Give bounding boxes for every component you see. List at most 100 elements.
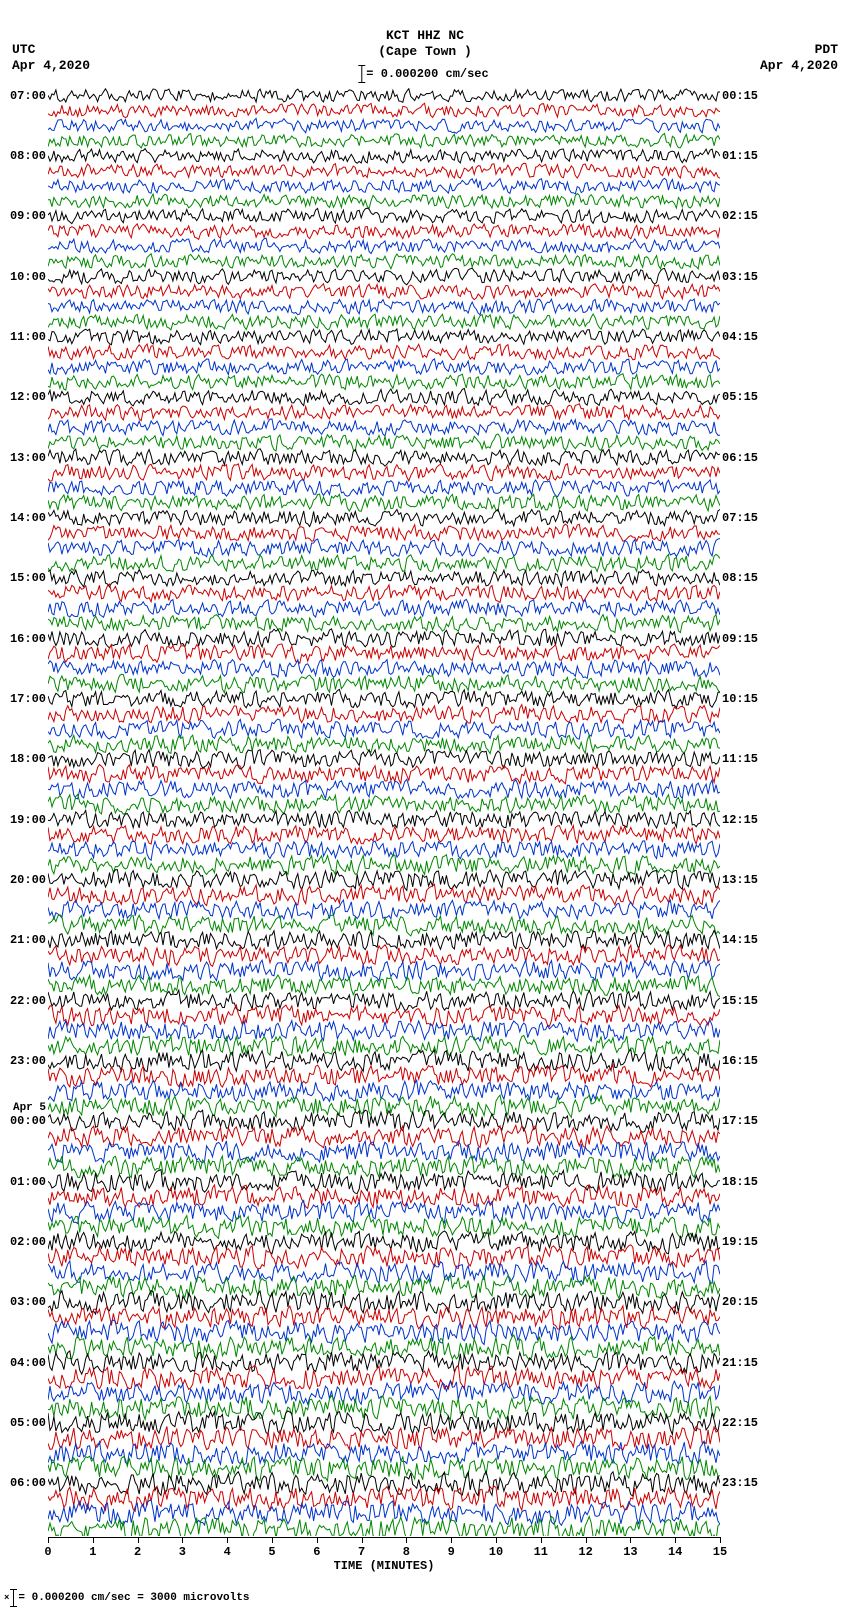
time-label-text: 11:00 xyxy=(10,330,46,344)
time-label-text: 03:15 xyxy=(722,270,758,284)
trace-line xyxy=(48,870,720,891)
time-label-text: 20:15 xyxy=(722,1295,758,1309)
trace-line xyxy=(48,826,720,845)
trace-line xyxy=(48,570,720,588)
x-tick-label: 8 xyxy=(403,1545,410,1559)
tz-left-date: Apr 4,2020 xyxy=(12,58,90,74)
x-tick xyxy=(451,1537,452,1543)
time-label: 05:00 xyxy=(0,1417,46,1429)
footer-prefix: × xyxy=(4,1593,9,1603)
x-tick xyxy=(630,1537,631,1543)
trace-line xyxy=(48,1500,720,1525)
time-label: 22:15 xyxy=(722,1417,768,1429)
trace-line xyxy=(48,705,720,724)
x-axis-baseline xyxy=(48,1537,720,1538)
x-axis-title: TIME (MINUTES) xyxy=(334,1559,435,1573)
time-label-text: 19:00 xyxy=(10,813,46,827)
time-label: 18:15 xyxy=(722,1176,768,1188)
time-label-text: 16:00 xyxy=(10,632,46,646)
trace-line xyxy=(48,1486,720,1511)
trace-line xyxy=(48,404,720,421)
time-label: 01:15 xyxy=(722,150,768,162)
time-label: 15:00 xyxy=(0,572,46,584)
time-label: 13:00 xyxy=(0,452,46,464)
trace-line xyxy=(48,539,720,557)
time-label: 10:00 xyxy=(0,271,46,283)
day-marker: Apr 5 xyxy=(0,1103,46,1114)
trace-line xyxy=(48,449,720,467)
time-label: 08:00 xyxy=(0,150,46,162)
time-label-text: 05:00 xyxy=(10,1416,46,1430)
time-label-text: 03:00 xyxy=(10,1295,46,1309)
x-tick xyxy=(406,1537,407,1543)
trace-line xyxy=(48,434,720,451)
trace-line xyxy=(48,1215,720,1239)
time-label-text: 19:15 xyxy=(722,1235,758,1249)
scale-bar-icon xyxy=(13,1589,14,1607)
time-label: 22:00 xyxy=(0,995,46,1007)
time-label-text: 23:00 xyxy=(10,1054,46,1068)
trace-line xyxy=(48,1080,720,1101)
time-label: 20:00 xyxy=(0,874,46,886)
x-tick-label: 4 xyxy=(224,1545,231,1559)
trace-line xyxy=(48,1517,720,1537)
time-label: 11:00 xyxy=(0,331,46,343)
trace-line xyxy=(48,194,720,209)
time-label-text: 10:00 xyxy=(10,270,46,284)
x-tick-label: 15 xyxy=(713,1545,727,1559)
header: KCT HHZ NC (Cape Town ) UTC Apr 4,2020 P… xyxy=(0,0,850,80)
time-label: 13:15 xyxy=(722,874,768,886)
x-axis: TIME (MINUTES) 0123456789101112131415 xyxy=(48,1537,720,1577)
scale-bar-icon xyxy=(361,65,362,83)
time-label: 18:00 xyxy=(0,753,46,765)
x-tick xyxy=(720,1537,721,1543)
time-label: 23:15 xyxy=(722,1477,768,1489)
time-label: 14:00 xyxy=(0,512,46,524)
time-label-text: 06:00 xyxy=(10,1476,46,1490)
time-label-text: 16:15 xyxy=(722,1054,758,1068)
time-label-text: 09:00 xyxy=(10,209,46,223)
x-tick-label: 1 xyxy=(89,1545,96,1559)
x-tick-label: 5 xyxy=(268,1545,275,1559)
tz-right-tz: PDT xyxy=(760,42,838,58)
scale-text: = 0.000200 cm/sec xyxy=(366,67,488,81)
time-label-text: 02:15 xyxy=(722,209,758,223)
time-label-text: 18:00 xyxy=(10,752,46,766)
x-tick-label: 7 xyxy=(358,1545,365,1559)
trace-line xyxy=(48,975,720,997)
trace-line xyxy=(48,344,720,360)
trace-line xyxy=(48,284,720,300)
trace-line xyxy=(48,644,720,663)
trace-line xyxy=(48,810,720,828)
time-label: 11:15 xyxy=(722,753,768,765)
time-label: 19:15 xyxy=(722,1236,768,1248)
trace-line xyxy=(48,359,720,375)
time-label: 02:00 xyxy=(0,1236,46,1248)
seismogram-plot xyxy=(48,88,720,1536)
time-label: 03:00 xyxy=(0,1296,46,1308)
trace-line xyxy=(48,1261,720,1284)
trace-line xyxy=(48,1050,720,1072)
trace-line xyxy=(48,1110,720,1132)
station-line: KCT HHZ NC xyxy=(378,28,472,44)
time-label: 10:15 xyxy=(722,693,768,705)
time-label-text: 13:00 xyxy=(10,451,46,465)
time-label-text: 07:00 xyxy=(10,89,46,103)
time-label-text: 12:00 xyxy=(10,390,46,404)
x-tick-label: 13 xyxy=(623,1545,637,1559)
time-label-text: 09:15 xyxy=(722,632,758,646)
title-block: KCT HHZ NC (Cape Town ) xyxy=(378,28,472,59)
trace-line xyxy=(48,149,720,164)
x-tick xyxy=(182,1537,183,1543)
time-label-text: 01:00 xyxy=(10,1175,46,1189)
time-label-text: 10:15 xyxy=(722,692,758,706)
trace-line xyxy=(48,945,720,967)
trace-line xyxy=(48,765,720,784)
seismogram-traces xyxy=(48,88,720,1536)
x-tick xyxy=(93,1537,94,1543)
trace-line xyxy=(48,163,720,178)
trace-line xyxy=(48,1306,720,1329)
trace-line xyxy=(48,224,720,240)
x-tick-label: 11 xyxy=(534,1545,548,1559)
trace-line xyxy=(48,660,720,679)
